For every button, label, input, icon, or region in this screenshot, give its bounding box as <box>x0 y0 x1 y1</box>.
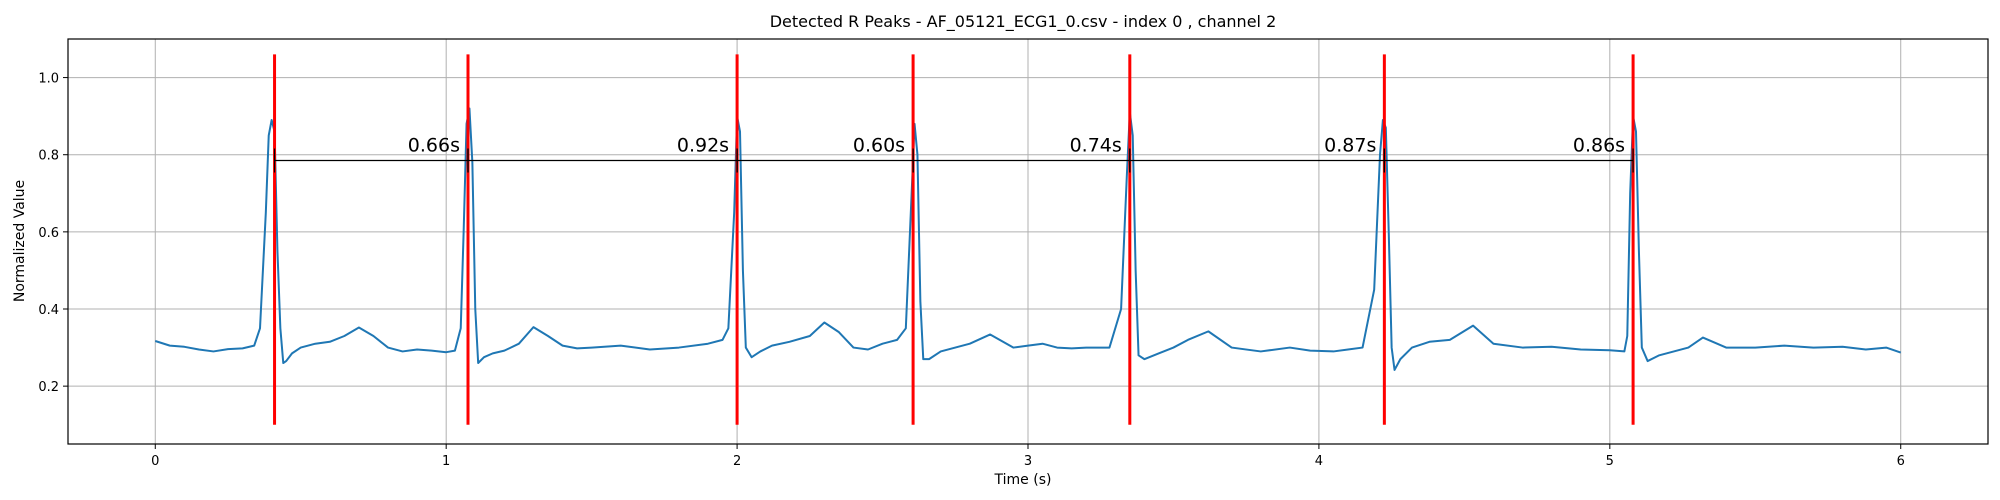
y-tick-label: 0.8 <box>38 149 59 164</box>
grid-lines <box>68 39 1988 444</box>
rr-interval-label: 0.92s <box>677 135 729 157</box>
x-tick-label: 0 <box>151 454 159 469</box>
x-tick-label: 4 <box>1315 454 1323 469</box>
x-tick-label: 1 <box>442 454 450 469</box>
chart-title: Detected R Peaks - AF_05121_ECG1_0.csv -… <box>770 12 1277 32</box>
y-tick-label: 0.4 <box>38 303 59 318</box>
r-peak-markers <box>273 54 1635 425</box>
y-tick-label: 1.0 <box>38 72 59 87</box>
y-axis-label: Normalized Value <box>12 180 28 302</box>
x-axis-ticks: 0 1 2 3 4 5 6 <box>151 444 1905 469</box>
rr-interval-layer: 0.66s 0.92s 0.60s 0.74s 0.87s 0.86s <box>273 135 1634 173</box>
y-tick-label: 0.2 <box>38 380 59 395</box>
rr-interval-label: 0.87s <box>1324 135 1376 157</box>
rr-interval-label: 0.86s <box>1573 135 1625 157</box>
rr-interval-label: 0.66s <box>408 135 460 157</box>
y-axis-ticks: 0.2 0.4 0.6 0.8 1.0 <box>38 72 68 395</box>
rr-interval-label: 0.60s <box>853 135 905 157</box>
x-tick-label: 5 <box>1606 454 1614 469</box>
rr-interval-label: 0.74s <box>1070 135 1122 157</box>
x-axis-label: Time (s) <box>994 472 1052 488</box>
x-tick-label: 3 <box>1024 454 1032 469</box>
x-tick-label: 6 <box>1897 454 1905 469</box>
y-tick-label: 0.6 <box>38 226 59 241</box>
x-tick-label: 2 <box>733 454 741 469</box>
